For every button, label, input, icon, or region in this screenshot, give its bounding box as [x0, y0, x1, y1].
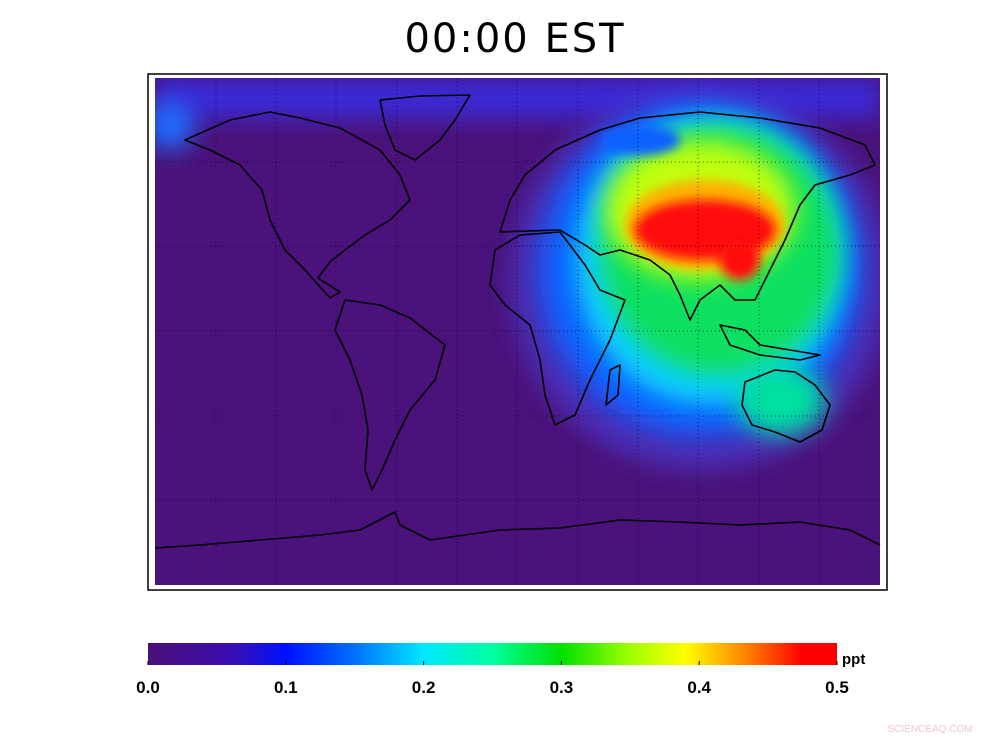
graticule — [155, 78, 880, 585]
watermark: SCIENCEAQ.COM — [887, 724, 972, 735]
colorbar-tick-label: 0.0 — [136, 678, 160, 697]
colorbar-tick-label: 0.4 — [687, 678, 711, 697]
colorbar-tick-label: 0.3 — [550, 678, 574, 697]
colorbar-ramp — [148, 643, 837, 665]
map — [147, 73, 888, 591]
title: 00:00 EST — [404, 16, 625, 62]
concentration-field — [155, 78, 880, 585]
colorbar-tick-label: 0.2 — [412, 678, 436, 697]
colorbar: ppt — [148, 643, 865, 668]
colorbar-unit: ppt — [842, 651, 865, 668]
coastlines — [154, 94, 881, 549]
colorbar-tick-label: 0.1 — [274, 678, 298, 697]
colorbar-tick-label: 0.5 — [825, 678, 849, 697]
